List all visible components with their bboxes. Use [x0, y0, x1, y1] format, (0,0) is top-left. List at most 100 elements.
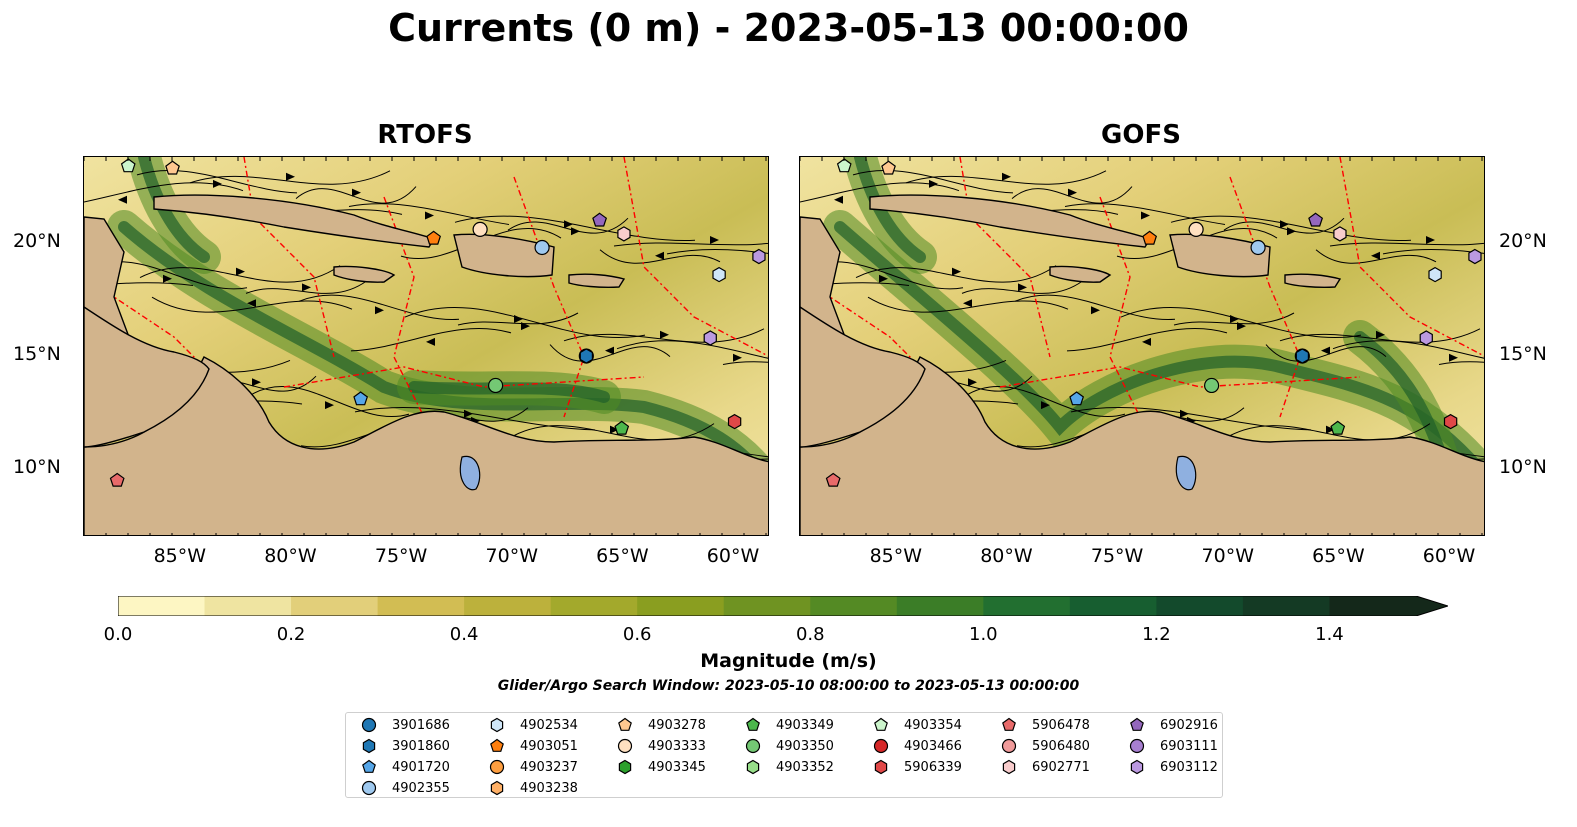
streamline: [298, 294, 460, 320]
legend-label: 4903349: [776, 717, 834, 733]
float-marker: [353, 391, 369, 406]
streamline: [1064, 203, 1226, 225]
streamline-arrow: [929, 179, 938, 188]
hexagon-marker-icon: [874, 759, 888, 775]
legend-marker: [490, 780, 504, 796]
float-marker: [1468, 248, 1482, 265]
legend-item: 6902916: [1128, 715, 1218, 735]
land-mass: [1049, 265, 1112, 283]
eez-boundary: [1339, 157, 1484, 357]
legend-item: 4903051: [488, 736, 578, 756]
current-jet-core: [408, 381, 610, 403]
legend-label: 5906339: [904, 759, 962, 775]
lon-tick-label: 60°W: [1422, 545, 1476, 567]
lon-tick-label: 80°W: [980, 545, 1033, 567]
colorbar-segment: [983, 596, 1071, 616]
lon-tick-label: 65°W: [596, 545, 649, 567]
circle-marker-icon: [1129, 738, 1145, 754]
circle-marker-icon: [361, 717, 377, 733]
legend-marker: [874, 759, 888, 775]
streamline: [245, 280, 367, 294]
legend-label: 4903238: [520, 780, 578, 796]
pentagon-marker-icon: [746, 717, 760, 731]
legend-item: 6902771: [1000, 757, 1090, 777]
legend-marker: [490, 738, 504, 752]
streamline: [189, 170, 391, 185]
streamline: [800, 282, 910, 288]
eez-boundary: [513, 176, 585, 418]
streamline-arrow: [1141, 211, 1150, 220]
float-marker: [703, 330, 717, 346]
legend-item: 4902534: [488, 715, 578, 735]
hexagon-marker-icon: [1130, 759, 1144, 775]
lake-maracaibo: [1175, 455, 1197, 491]
streamline-arrow: [302, 283, 311, 292]
streamline-arrow: [660, 330, 669, 339]
legend-label: 3901860: [392, 738, 450, 754]
lon-tick-label: 65°W: [1312, 545, 1365, 567]
streamline-arrow: [564, 220, 573, 229]
colorbar-segment: [723, 596, 811, 616]
float-marker: [1204, 377, 1220, 394]
streamline: [563, 328, 765, 343]
streamline: [1229, 423, 1431, 441]
colorbar-extend-arrow: [1416, 596, 1448, 616]
streamline: [507, 217, 629, 234]
streamline-arrow: [571, 227, 580, 236]
float-marker: [472, 221, 488, 237]
map-panel-gofs[interactable]: [799, 156, 1485, 536]
streamline: [1173, 312, 1295, 326]
float-marker: [881, 160, 896, 175]
land-mass: [333, 265, 396, 283]
lon-tick-label: 85°W: [869, 545, 923, 567]
land-mass: [84, 306, 210, 448]
pentagon-marker-icon: [618, 717, 632, 731]
pentagon-marker-icon: [874, 717, 888, 731]
legend-marker: [489, 759, 505, 775]
legend-item: 4903352: [744, 757, 834, 777]
streamline-arrow: [325, 401, 334, 410]
legend-item: 4903349: [744, 715, 834, 735]
legend-label: 4903352: [776, 759, 834, 775]
streamline-arrow: [1091, 306, 1100, 315]
legend-item: 6903112: [1128, 757, 1218, 777]
map-panel-rtofs[interactable]: [83, 156, 769, 536]
streamline-arrow: [1018, 283, 1027, 292]
legend-label: 4903354: [904, 717, 962, 733]
float-marker: [488, 377, 504, 394]
streamline-arrow: [834, 195, 843, 204]
colorbar-tick-label: 0.0: [103, 624, 133, 645]
legend-marker: [1001, 738, 1017, 754]
float-marker: [1330, 420, 1346, 435]
streamline: [1070, 406, 1312, 431]
legend-marker: [1002, 717, 1016, 731]
legend-label: 5906480: [1032, 738, 1090, 754]
streamline-arrow: [655, 251, 664, 260]
streamline: [84, 282, 194, 288]
legend-item: 5906480: [1000, 736, 1090, 756]
legend-label: 4902534: [520, 717, 578, 733]
circle-marker-icon: [1001, 738, 1017, 754]
colorbar-tick-label: 0.6: [622, 624, 652, 645]
streamline: [350, 327, 512, 352]
streamline-arrow: [426, 337, 435, 346]
legend-label: 4903333: [648, 738, 706, 754]
panel-title-rtofs: RTOFS: [377, 120, 473, 150]
float-marker: [1308, 212, 1324, 227]
colorbar-segment: [810, 596, 898, 616]
land-mass: [568, 273, 626, 288]
streamline-arrow: [879, 274, 888, 283]
colorbar-segment: [377, 596, 465, 616]
legend-item: 4903466: [872, 736, 962, 756]
streamline: [404, 307, 646, 339]
streamline: [348, 203, 510, 225]
legend-marker: [618, 717, 632, 731]
lon-tick-label: 80°W: [264, 545, 317, 567]
streamline: [549, 344, 671, 362]
land-mass: [800, 356, 1484, 535]
legend-item: 4903350: [744, 736, 834, 756]
legend-marker: [745, 738, 761, 754]
map-canvas: [800, 157, 1484, 535]
search-window-note: Glider/Argo Search Window: 2023-05-10 08…: [497, 678, 1080, 694]
streamline: [1120, 307, 1362, 339]
